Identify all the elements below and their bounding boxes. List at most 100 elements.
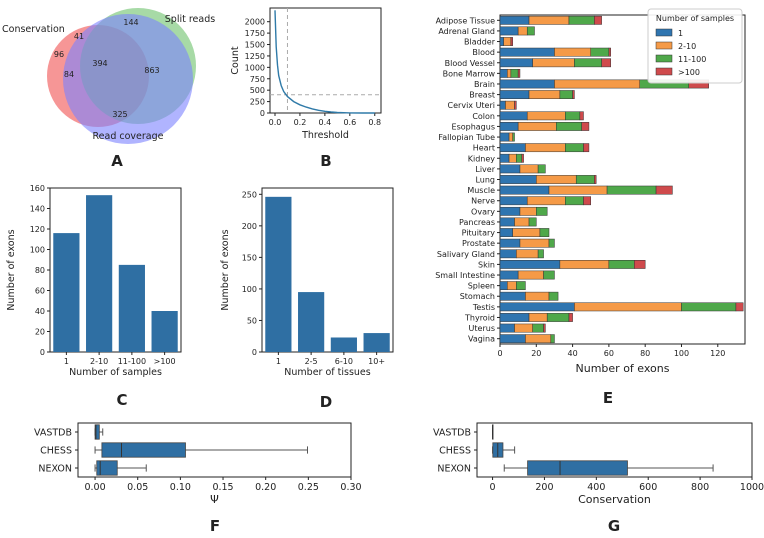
x-tick-label: 11-100 — [118, 357, 146, 366]
bar-segment — [514, 100, 517, 110]
x-tick-label: 100 — [674, 349, 689, 358]
tissue-label: Ovary — [471, 207, 495, 216]
x-tick-label: 0 — [497, 349, 502, 358]
bar-segment — [499, 249, 517, 259]
x-axis-label: Conservation — [578, 493, 651, 506]
x-tick-label: 600 — [639, 482, 657, 493]
bar-segment — [528, 90, 561, 99]
bar-segment — [525, 143, 566, 153]
legend-swatch — [655, 41, 673, 50]
x-tick-label: 0.10 — [170, 482, 191, 493]
bar-segment — [514, 217, 530, 227]
bar-segment — [508, 153, 517, 163]
tissue-label: Kidney — [468, 154, 496, 163]
bar-segment — [499, 323, 515, 333]
venn-label-split-reads: Split reads — [165, 14, 215, 25]
x-tick-label: 0.15 — [212, 482, 233, 493]
bar-segment — [499, 270, 519, 280]
x-tick-label: 60 — [604, 349, 614, 358]
y-tick-label: 120 — [30, 225, 45, 234]
category-label: VASTDB — [433, 428, 471, 439]
tissue-label: Bladder — [464, 38, 496, 47]
bar-segment — [559, 90, 573, 99]
y-tick-label: 100 — [30, 246, 45, 255]
x-tick-label: 0.20 — [255, 482, 276, 493]
x-tick-label: 1 — [64, 357, 69, 366]
x-tick-label: 0.0 — [269, 118, 282, 127]
y-tick-label: 0 — [260, 109, 265, 118]
bar-segment — [543, 323, 546, 333]
y-tick-label: 160 — [30, 184, 45, 193]
bar-segment — [634, 260, 646, 269]
psi-boxplot: VASTDB CHESS NEXON 0.00 0.05 0.10 0.15 0.20 0.25… — [34, 422, 362, 506]
bar-segment — [572, 90, 575, 99]
bar — [265, 196, 292, 352]
bar-segment — [608, 47, 611, 57]
bar-segment — [499, 164, 521, 174]
tissue-label: Liver — [475, 165, 495, 174]
bar-segment — [574, 302, 682, 312]
tissue-label: Fallopian Tube — [438, 133, 495, 142]
bar-segment — [574, 58, 602, 68]
bar-segment — [512, 132, 515, 142]
venn-region-split-coverage: 863 — [144, 66, 159, 75]
x-tick-label: 1 — [276, 357, 281, 366]
x-tick-label: 0.30 — [340, 482, 361, 493]
bar-segment — [583, 196, 591, 206]
bar-segment — [507, 281, 517, 291]
venn-region-all-three: 394 — [92, 59, 107, 68]
box — [527, 460, 628, 476]
tissue-label: Uterus — [469, 324, 495, 333]
legend-entry: 1 — [678, 29, 683, 38]
bar-segment — [548, 238, 555, 248]
y-tick-label: 1250 — [245, 52, 265, 61]
bar-segment — [528, 313, 548, 322]
bar-segment — [575, 175, 595, 184]
bar-segment — [510, 68, 519, 78]
y-tick-label: 1500 — [245, 41, 265, 50]
x-tick-label: 200 — [535, 482, 553, 493]
bar-segment — [510, 37, 513, 46]
y-tick-label: 2000 — [245, 18, 265, 27]
x-tick-label: 0.25 — [298, 482, 319, 493]
bar-segment — [499, 26, 519, 36]
bar-segment — [655, 185, 673, 195]
bar-segment — [499, 260, 561, 269]
panel-label-c: C — [116, 391, 127, 409]
bar-segment — [503, 37, 512, 46]
bar-segment — [526, 196, 566, 206]
bar-segment — [499, 47, 555, 57]
tissue-label: Bone Marrow — [443, 69, 496, 78]
tissues-bar-chart: 0 50 100 150 200 250 1 2-5 6-10 10+Number of tiss… — [220, 187, 394, 378]
bar-segment — [517, 26, 528, 36]
y-tick-label: 80 — [35, 266, 45, 275]
x-axis-label: Threshold — [301, 130, 349, 141]
bar-segment — [536, 175, 577, 184]
bar-segment — [601, 58, 611, 68]
x-tick-label: 0.6 — [343, 118, 356, 127]
bar-segment — [514, 323, 533, 333]
bar-segment — [519, 238, 550, 248]
bar-segment — [537, 249, 544, 259]
bar-segment — [499, 68, 508, 78]
tissue-label: Adipose Tissue — [436, 16, 496, 25]
tissue-label: Blood Vessel — [445, 59, 495, 68]
bar — [118, 264, 145, 352]
bar-segment — [505, 100, 515, 110]
y-tick-label: 150 — [242, 253, 257, 262]
venn-label-conservation: Conservation — [2, 24, 65, 35]
y-tick-label: 40 — [35, 307, 45, 316]
bar-segment — [525, 291, 550, 301]
bar-segment — [499, 15, 530, 25]
x-tick-label: 120 — [710, 349, 725, 358]
tissue-label: Muscle — [467, 186, 495, 195]
bar-segment — [528, 217, 537, 227]
panel-label-e: E — [603, 389, 613, 407]
bar-segment — [528, 15, 570, 25]
bar-segment — [556, 122, 582, 131]
bar-segment — [536, 206, 548, 216]
y-tick-label: 500 — [250, 86, 265, 95]
tissue-label: Esophagus — [452, 122, 495, 131]
